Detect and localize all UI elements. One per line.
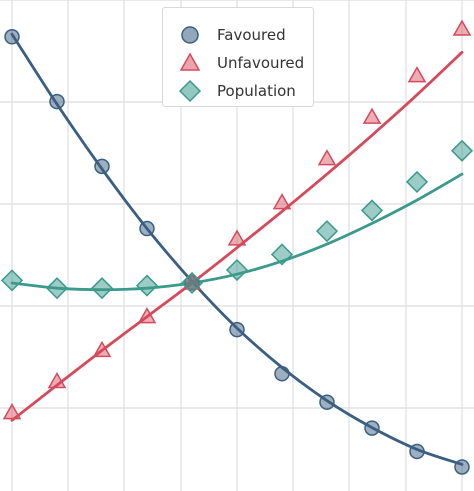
population-point-8 — [360, 199, 384, 222]
population-point-1 — [45, 277, 69, 300]
circle-marker-icon — [181, 26, 199, 44]
triangle-marker-icon — [179, 52, 201, 71]
favoured-point-0 — [4, 29, 20, 45]
favoured-point-5 — [229, 321, 245, 338]
unfavoured-point-6 — [272, 193, 292, 210]
population-point-9 — [405, 170, 429, 193]
series-line-unfavoured — [10, 50, 464, 422]
favoured-point-2 — [94, 158, 110, 175]
legend-item-population: Population — [163, 79, 313, 103]
favoured-point-10 — [454, 459, 470, 475]
population-point-6 — [270, 243, 294, 266]
unfavoured-point-10 — [452, 19, 472, 36]
unfavoured-point-2 — [92, 340, 112, 358]
favoured-point-8 — [364, 420, 380, 436]
legend-item-unfavoured: Unfavoured — [163, 51, 313, 75]
unfavoured-point-1 — [47, 371, 67, 389]
unfavoured-point-8 — [362, 107, 382, 124]
diamond-marker-icon — [178, 79, 202, 103]
unfavoured-point-9 — [407, 66, 427, 83]
favoured-point-1 — [49, 93, 65, 110]
series-line-favoured — [10, 32, 464, 466]
favoured-point-6 — [274, 365, 290, 382]
unfavoured-point-3 — [137, 307, 157, 324]
population-point-7 — [315, 220, 339, 243]
unfavoured-point-5 — [227, 229, 247, 246]
legend-label-favoured: Favoured — [217, 26, 286, 44]
population-point-2 — [90, 277, 114, 300]
legend-item-favoured: Favoured — [163, 23, 313, 47]
population-point-5 — [225, 258, 249, 282]
favoured-point-9 — [409, 443, 425, 460]
population-point-10 — [450, 139, 474, 162]
unfavoured-point-7 — [317, 149, 337, 166]
legend: Favoured Unfavoured Population — [162, 7, 314, 107]
unfavoured-point-0 — [2, 403, 22, 420]
favoured-point-3 — [139, 220, 155, 237]
legend-label-unfavoured: Unfavoured — [217, 54, 305, 72]
population-point-0 — [0, 269, 24, 292]
population-point-3 — [135, 274, 159, 297]
legend-label-population: Population — [217, 82, 296, 100]
population-point-4 — [180, 271, 204, 295]
favoured-point-7 — [319, 394, 335, 410]
